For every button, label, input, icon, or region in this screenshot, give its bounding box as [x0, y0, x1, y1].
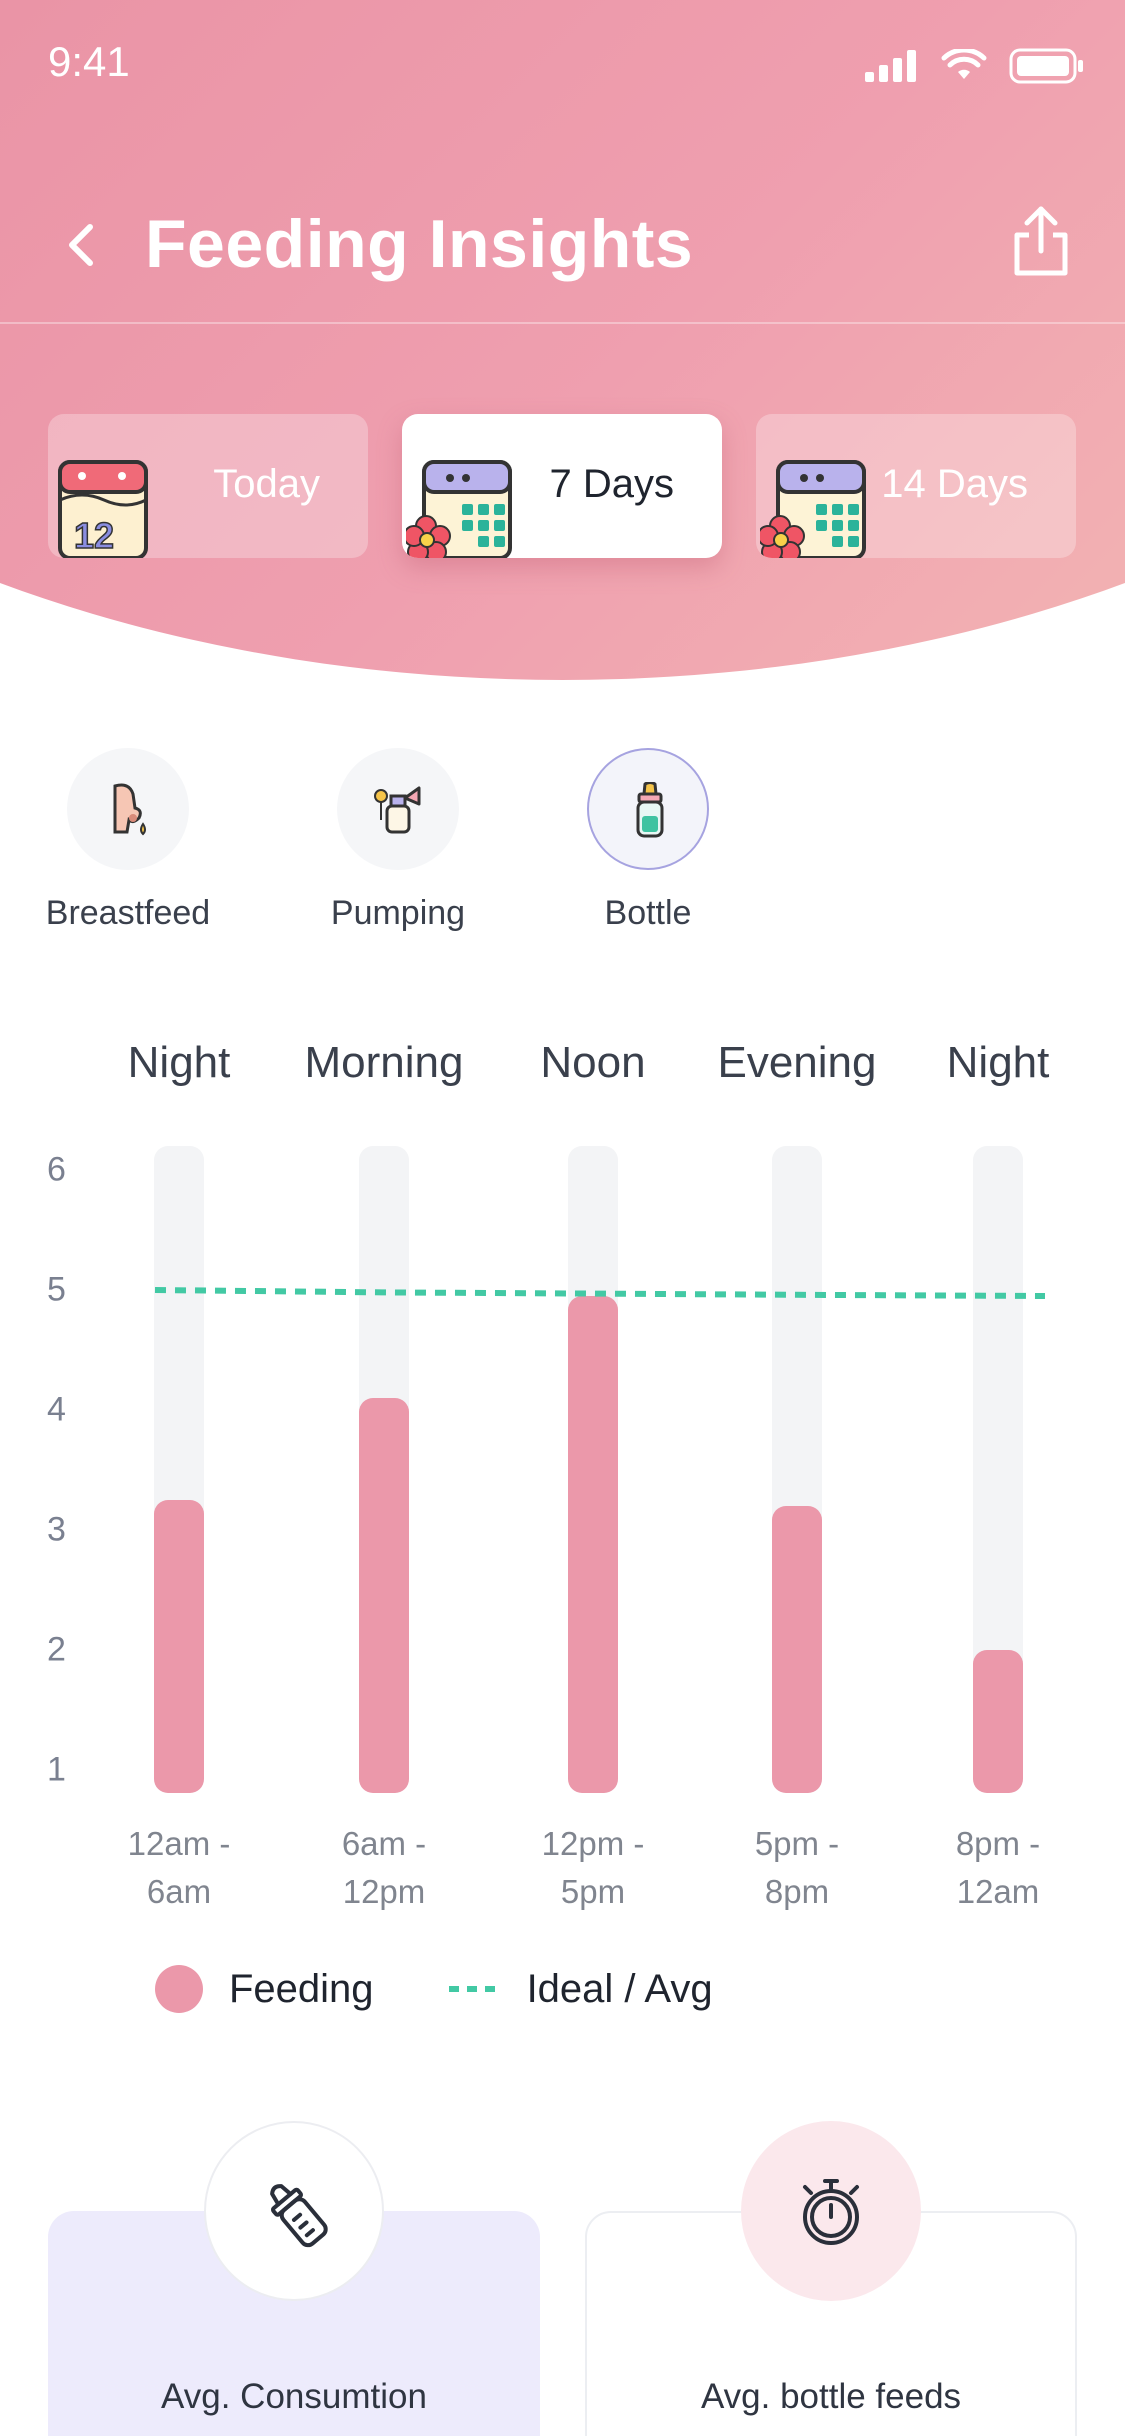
feed-type-pumping[interactable]: Pumping: [298, 748, 498, 933]
avg-bottle-feeds-label: Avg. bottle feeds: [700, 2377, 962, 2416]
ideal-legend-label: Ideal / Avg: [526, 1966, 713, 2011]
y-axis-tick: 1: [47, 1750, 66, 1789]
ideal-avg-polyline: [154, 1287, 1046, 1299]
avg-bottle-feeds-icon-circle: [741, 2121, 921, 2301]
calendar-flower-icon: [760, 460, 866, 558]
page-title: Feeding Insights: [145, 206, 694, 282]
avg-consumption-label: Avg. Consumtion: [161, 2377, 427, 2416]
bottle-icon: [636, 782, 664, 838]
y-axis-tick: 6: [47, 1150, 66, 1189]
feeding-bar[interactable]: [154, 1500, 204, 1793]
y-axis-tick: 5: [47, 1270, 66, 1309]
feed-type-bottle[interactable]: Bottle: [548, 748, 748, 933]
back-button[interactable]: [58, 215, 106, 275]
calendar-flower-icon: [406, 460, 512, 558]
feed-type-circle: [67, 748, 189, 870]
status-time: 9:41: [48, 38, 130, 85]
bottle-outline-icon: [270, 2184, 328, 2248]
period-label: Noon: [540, 1038, 646, 1087]
svg-text:12: 12: [74, 515, 114, 556]
feeding-bar[interactable]: [568, 1296, 618, 1793]
y-axis-tick: 2: [47, 1630, 66, 1669]
time-range-line: 12am: [956, 1873, 1040, 1910]
time-range-line: 12pm: [342, 1873, 426, 1910]
chart-legend: Feeding Ideal / Avg: [155, 1965, 713, 2013]
tab-14-days[interactable]: 14 Days: [756, 414, 1076, 558]
nav-bar: Feeding Insights: [0, 185, 1125, 305]
wifi-icon: [941, 49, 987, 79]
feeding-legend-swatch: [155, 1965, 203, 2013]
period-label: Morning: [304, 1038, 464, 1087]
header-background: [0, 0, 1125, 680]
feed-type-breastfeed[interactable]: Breastfeed: [28, 748, 228, 933]
time-range-label: 12am - 6am: [128, 1820, 231, 1916]
period-label: Night: [127, 1038, 231, 1087]
avg-consumption-icon-circle: [204, 2121, 384, 2301]
feeding-legend-label: Feeding: [229, 1966, 374, 2011]
feed-type-circle: [337, 748, 459, 870]
time-range-line: 6am: [146, 1873, 212, 1910]
tab-label: Today: [213, 462, 320, 506]
feed-type-label: Bottle: [604, 894, 692, 932]
feeding-bar-chart: Night 12am - 6am Morning 6am - 12pm Noon 12pm -…: [0, 1020, 1125, 2000]
tab-7-days[interactable]: 7 Days: [402, 414, 722, 558]
chevron-left-icon: [69, 224, 93, 266]
y-axis-tick: 4: [47, 1390, 66, 1429]
period-label: Night: [946, 1038, 1050, 1087]
tab-today[interactable]: 12 Today: [48, 414, 368, 558]
period-label: Evening: [717, 1038, 877, 1087]
ideal-avg-line: [154, 1287, 1046, 1299]
time-range-line: 5pm -: [754, 1825, 840, 1862]
tab-label: 7 Days: [549, 462, 675, 506]
ideal-legend-swatch: [448, 1986, 501, 1992]
status-bar: 9:41: [0, 0, 1125, 130]
share-icon: [1014, 206, 1068, 276]
time-range-label: 5pm - 8pm: [755, 1820, 839, 1916]
time-range-line: 12pm -: [541, 1825, 645, 1862]
time-range-line: 8pm: [764, 1873, 830, 1910]
feeding-bar[interactable]: [973, 1650, 1023, 1793]
time-range-line: 12am -: [127, 1825, 231, 1862]
feeding-bar[interactable]: [772, 1506, 822, 1793]
time-range-line: 6am -: [341, 1825, 427, 1862]
time-range-label: 12pm - 5pm: [542, 1820, 645, 1916]
header-divider: [0, 322, 1125, 324]
pump-icon: [374, 786, 421, 834]
status-icons: [865, 48, 1085, 84]
feed-type-label: Breastfeed: [45, 894, 211, 932]
stopwatch-icon: [803, 2179, 859, 2245]
feed-type-label: Pumping: [330, 894, 466, 932]
feeding-bar[interactable]: [359, 1398, 409, 1793]
tab-label: 14 Days: [881, 462, 1028, 506]
signal-icon: [865, 50, 916, 82]
share-button[interactable]: [1009, 203, 1073, 279]
y-axis-tick: 3: [47, 1510, 66, 1549]
feed-type-circle: [587, 748, 709, 870]
time-range-label: 8pm - 12am: [956, 1820, 1040, 1916]
calendar-12-icon: 12: [58, 460, 148, 558]
time-range-label: 6am - 12pm: [342, 1820, 426, 1916]
breastfeed-icon: [113, 783, 146, 836]
time-range-line: 8pm -: [955, 1825, 1041, 1862]
battery-icon: [1009, 48, 1083, 84]
time-range-line: 5pm: [560, 1873, 626, 1910]
